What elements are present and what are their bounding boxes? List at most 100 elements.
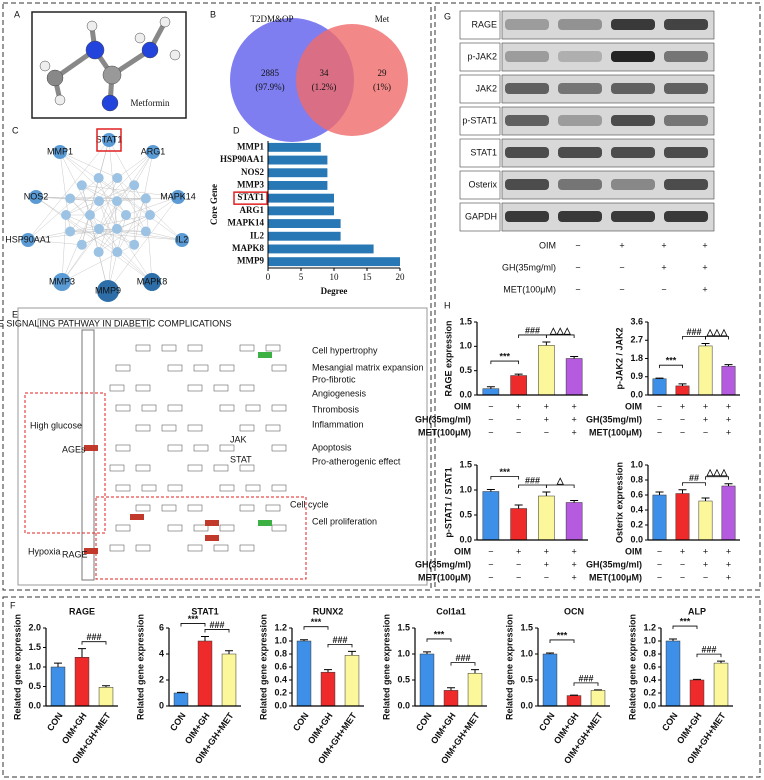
chart-title: RUNX2 [313, 606, 344, 616]
pathway-label: Thrombosis [312, 404, 360, 414]
error-bar [724, 364, 733, 367]
bar [652, 378, 667, 396]
condition-sign: − [488, 401, 493, 411]
error-bar [102, 685, 110, 688]
significance-bracket [672, 625, 698, 630]
significance-bracket [303, 626, 329, 630]
pathway-node [219, 404, 235, 412]
error-bar [724, 483, 733, 486]
y-tick-label: 1.0 [520, 648, 533, 658]
venn-set-label: Met [375, 14, 390, 24]
network-node [146, 145, 160, 159]
panel-label: E [12, 309, 18, 319]
bar [482, 388, 500, 396]
network-edge [27, 214, 151, 241]
network-node [94, 196, 104, 207]
significance-label: ### [525, 475, 540, 485]
y-axis-label: p-STAT1 / STAT1 [443, 467, 453, 537]
blot-band [505, 211, 549, 222]
atom [169, 49, 181, 61]
bar [566, 695, 582, 707]
blot-label-box [459, 10, 501, 40]
significance-bracket [518, 484, 547, 488]
blot-band [611, 51, 655, 62]
condition-sign: − [488, 546, 493, 556]
condition-sign: − [619, 284, 624, 294]
pathway-label: AGEs [62, 444, 86, 454]
condition-sign: − [680, 414, 685, 424]
bar [467, 672, 483, 707]
error-bar [655, 491, 664, 495]
condition-sign: + [726, 427, 731, 437]
significance-label: ### [686, 327, 701, 337]
network-node [145, 210, 155, 220]
network-edge [98, 177, 118, 229]
pathway-node [167, 444, 183, 452]
network-node [112, 247, 123, 258]
pathway-node [265, 504, 281, 512]
network-node [140, 193, 151, 204]
bar [565, 502, 583, 541]
condition-name: MET(100μM) [418, 427, 471, 437]
condition-sign: + [571, 572, 576, 582]
bar [344, 655, 360, 707]
pathway-node [219, 444, 235, 452]
pathway-node [239, 424, 255, 432]
network-edge [59, 151, 118, 179]
pathway-node-up [258, 520, 272, 526]
bar [268, 155, 328, 165]
error-bar [486, 386, 495, 389]
network-edge [98, 198, 146, 202]
network-edge [59, 151, 146, 232]
bar [721, 365, 736, 396]
condition-sign: − [680, 427, 685, 437]
venn-percent: (97.9%) [255, 82, 284, 92]
network-edge [98, 201, 118, 253]
network-edge [117, 177, 183, 241]
blot-band [611, 19, 655, 30]
significance-bracket [705, 476, 729, 480]
condition-sign: + [703, 546, 708, 556]
network-edge [27, 177, 99, 241]
condition-sign: + [544, 401, 549, 411]
bar [320, 671, 336, 707]
panel-label: C [12, 125, 19, 135]
condition-sign: − [619, 262, 624, 272]
bar [268, 257, 400, 267]
chart-title: Col1a1 [436, 606, 466, 616]
y-axis-label: Osterix expression [614, 462, 624, 543]
error-bar [348, 650, 356, 656]
condition-sign: + [680, 546, 685, 556]
bar [482, 491, 500, 541]
pathway-label: Cell proliferation [312, 516, 377, 526]
venn-percent: (1.2%) [312, 82, 337, 92]
y-axis-label: Core Gene [209, 184, 219, 225]
pathway-label: Apoptosis [312, 442, 352, 452]
y-tick-label: 0.0 [274, 700, 287, 710]
venn-set [296, 24, 408, 136]
bar [510, 508, 527, 541]
bar [698, 500, 713, 541]
condition-sign: − [680, 572, 685, 582]
network-edge [107, 201, 118, 292]
network-edge [81, 185, 127, 216]
chart-title: STAT1 [191, 606, 218, 616]
condition-sign: − [657, 414, 662, 424]
significance-bracket [573, 682, 599, 686]
network-node-label: MMP1 [47, 146, 73, 156]
bar [443, 690, 459, 707]
network-node [129, 239, 140, 250]
y-tick-label: 0.6 [643, 661, 656, 671]
blot-label: GAPDH [465, 211, 497, 221]
bar [268, 219, 341, 228]
error-bar [542, 341, 551, 346]
network-node-label: IL2 [176, 234, 189, 244]
y-tick-label: 0.0 [643, 700, 656, 710]
blot-label-box [459, 138, 501, 168]
bar [689, 679, 705, 707]
blot-label: p-STAT1 [462, 115, 497, 125]
network-node [93, 172, 104, 183]
y-tick-label: 1.8 [630, 353, 643, 363]
network-node-label: HSP90AA1 [5, 234, 51, 244]
